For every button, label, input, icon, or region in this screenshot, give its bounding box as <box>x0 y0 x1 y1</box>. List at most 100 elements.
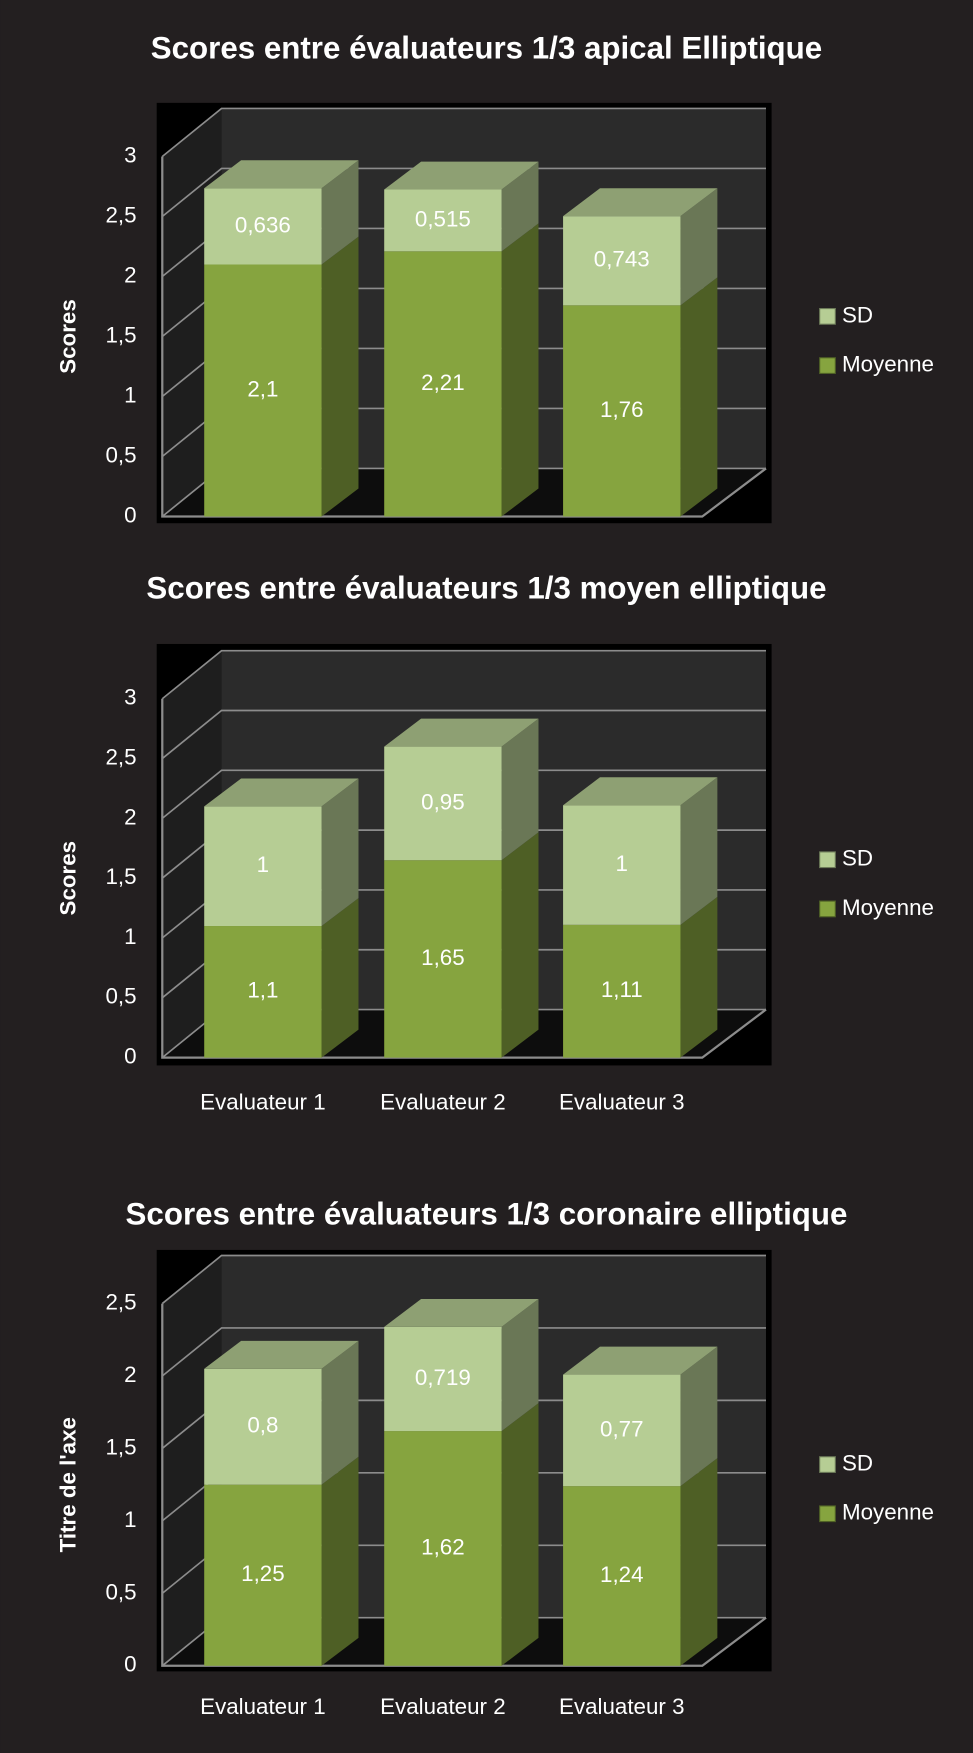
data-label: 1,25 <box>241 1561 285 1586</box>
data-label: 0,719 <box>415 1365 471 1390</box>
y-tick-label: 1,5 <box>106 864 137 889</box>
bar-segment <box>563 924 681 1058</box>
bar-side <box>321 1456 359 1666</box>
bar-top <box>204 160 359 189</box>
bar-side <box>321 236 359 517</box>
bar-segment <box>384 189 502 252</box>
grid-line <box>161 769 766 820</box>
bar-top <box>204 1340 359 1369</box>
y-tick-label: 2 <box>124 262 136 287</box>
legend-label: SD <box>842 846 873 871</box>
y-tick-label: 1 <box>124 382 136 407</box>
bar-side <box>321 160 359 265</box>
y-tick-label: 0 <box>124 502 136 527</box>
bar-side <box>501 1403 539 1666</box>
bar-side <box>501 161 539 252</box>
bar-side <box>680 188 718 306</box>
bar-segment <box>384 860 502 1058</box>
bar-segment <box>204 264 322 517</box>
bar-segment <box>204 1368 322 1485</box>
y-tick-label: 3 <box>124 142 136 167</box>
bar-top <box>563 1346 718 1375</box>
grid-line <box>161 167 766 218</box>
data-label: 2,21 <box>421 370 465 395</box>
bar-side <box>321 1340 359 1485</box>
bar-segment <box>204 806 322 927</box>
grid-line <box>161 649 766 700</box>
data-label: 1,65 <box>421 945 465 970</box>
bar-top <box>563 777 718 806</box>
y-tick-label: 1,5 <box>106 322 137 347</box>
legend-label: Moyenne <box>842 351 934 376</box>
bar-segment <box>204 926 322 1058</box>
y-tick-label: 2 <box>124 1362 136 1387</box>
bar-side <box>321 778 359 927</box>
bar-segment <box>563 216 681 306</box>
y-tick-label: 1,5 <box>106 1434 137 1459</box>
bar-segment <box>563 805 681 925</box>
bar-side <box>501 718 539 861</box>
x-tick-label: Evaluateur 2 <box>380 1694 505 1719</box>
bar-segment <box>384 1326 502 1432</box>
y-tick-label: 1 <box>124 924 136 949</box>
y-tick-label: 0 <box>124 1044 136 1069</box>
legend-swatch <box>819 900 836 918</box>
y-tick-label: 2,5 <box>106 1289 137 1314</box>
data-label: 1 <box>616 851 628 876</box>
chart-title: Scores entre évaluateurs 1/3 apical Elli… <box>151 31 822 66</box>
bar-segment <box>204 188 322 265</box>
bar-segment <box>384 746 502 861</box>
legend-swatch <box>819 308 836 325</box>
bar-top <box>384 718 539 747</box>
legend-label: SD <box>842 302 873 327</box>
bar-segment <box>204 1484 322 1666</box>
legend-swatch <box>819 357 836 374</box>
data-label: 0,95 <box>421 789 465 814</box>
data-label: 0,515 <box>415 206 471 231</box>
grid-line <box>161 1254 766 1305</box>
y-tick-label: 1 <box>124 1507 136 1532</box>
grid-line <box>161 1327 766 1377</box>
bar-segment <box>563 305 681 517</box>
data-label: 0,636 <box>235 212 291 237</box>
bar-side <box>680 1346 718 1487</box>
legend-label: Moyenne <box>842 895 934 920</box>
data-label: 1,24 <box>600 1562 644 1587</box>
y-tick-label: 0 <box>124 1652 136 1677</box>
y-tick-label: 3 <box>124 685 136 710</box>
bar-side <box>501 223 539 517</box>
data-label: 1,11 <box>601 977 643 1002</box>
bar-side <box>680 896 718 1058</box>
legend-label: SD <box>842 1450 873 1475</box>
chart-title: Scores entre évaluateurs 1/3 moyen ellip… <box>146 571 826 606</box>
legend-swatch <box>819 1505 836 1523</box>
bar-segment <box>563 1486 681 1666</box>
y-tick-label: 0,5 <box>106 442 137 467</box>
data-label: 0,77 <box>600 1416 644 1441</box>
data-label: 0,743 <box>594 247 650 272</box>
x-tick-label: Evaluateur 1 <box>200 1089 325 1114</box>
y-tick-label: 2,5 <box>106 744 137 769</box>
bar-segment <box>384 1431 502 1666</box>
legend-swatch <box>819 851 836 869</box>
data-label: 1 <box>257 852 269 877</box>
grid-line <box>161 107 766 158</box>
x-tick-label: Evaluateur 2 <box>380 1089 505 1114</box>
y-axis-title: Scores <box>55 841 80 916</box>
bar-side <box>680 277 718 517</box>
bar-segment <box>563 1374 681 1487</box>
bar-top <box>563 188 718 217</box>
bar-side <box>680 777 718 925</box>
y-axis-title: Titre de l'axe <box>55 1417 80 1552</box>
x-tick-label: Evaluateur 3 <box>559 1694 684 1719</box>
legend-swatch <box>819 1456 836 1473</box>
data-label: 1,62 <box>421 1534 465 1559</box>
grid-line <box>161 709 766 760</box>
bar-segment <box>384 251 502 517</box>
y-tick-label: 2 <box>124 804 136 829</box>
bar-side <box>501 832 539 1058</box>
bar-side <box>321 898 359 1058</box>
y-tick-label: 0,5 <box>106 984 137 1009</box>
x-tick-label: Evaluateur 3 <box>559 1089 684 1114</box>
